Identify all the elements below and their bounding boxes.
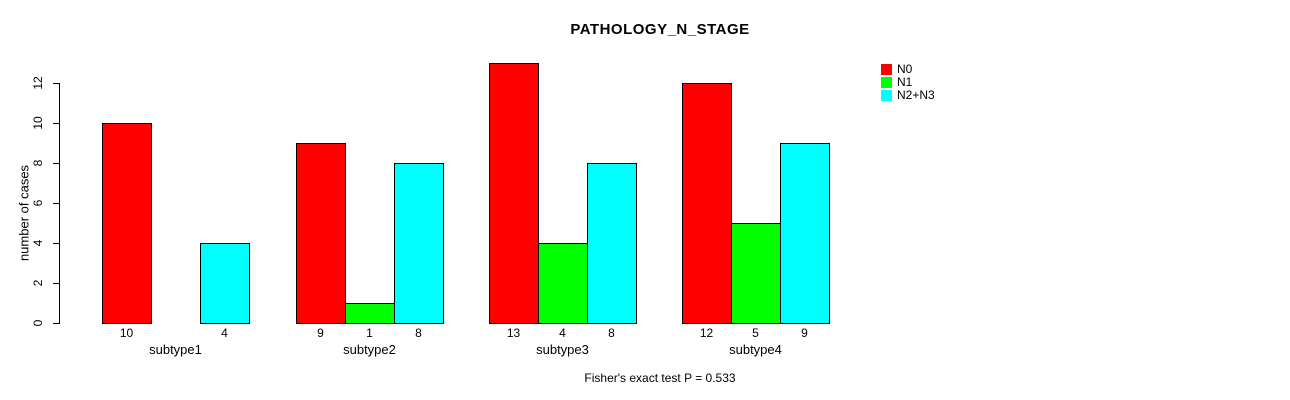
- y-axis-tick: [53, 323, 59, 324]
- bar-n0-subtype3: [489, 63, 539, 324]
- legend-swatch: [881, 77, 892, 88]
- bar-n2-n3-subtype1: [200, 243, 250, 324]
- chart-title: PATHOLOGY_N_STAGE: [570, 21, 750, 38]
- bar-value-label: 8: [415, 326, 422, 340]
- bar-n2-n3-subtype4: [780, 143, 830, 324]
- y-axis-label: number of cases: [16, 164, 32, 262]
- legend: N0 N1 N2+N3: [881, 63, 935, 102]
- bar-n1-subtype3: [538, 243, 588, 324]
- x-category-label-subtype2: subtype2: [343, 342, 396, 357]
- bar-value-label: 9: [317, 326, 324, 340]
- legend-swatch: [881, 90, 892, 101]
- legend-item: N0: [881, 63, 935, 76]
- bar-value-label: 4: [559, 326, 566, 340]
- bar-value-label: 8: [608, 326, 615, 340]
- legend-item-label: N0: [897, 62, 913, 76]
- bar-n1-subtype2: [345, 303, 395, 324]
- bar-value-label: 5: [752, 326, 759, 340]
- y-axis-tick-label: 4: [31, 239, 45, 247]
- bar-n2-n3-subtype2: [394, 163, 444, 324]
- y-axis-line: [59, 83, 60, 324]
- legend-item: N2+N3: [881, 89, 935, 102]
- bar-n1-subtype4: [731, 223, 781, 324]
- y-axis-tick: [53, 243, 59, 244]
- y-axis-tick: [53, 123, 59, 124]
- x-category-label-subtype3: subtype3: [536, 342, 589, 357]
- legend-item: N1: [881, 76, 935, 89]
- bar-n0-subtype1: [102, 123, 152, 324]
- y-axis-tick: [53, 163, 59, 164]
- bar-value-label: 9: [801, 326, 808, 340]
- y-axis-tick-label: 2: [31, 279, 45, 287]
- y-axis-tick-label: 0: [31, 319, 45, 327]
- y-axis-tick: [53, 83, 59, 84]
- y-axis-tick-label: 6: [31, 199, 45, 207]
- bar-n0-subtype2: [296, 143, 346, 324]
- bar-n0-subtype4: [682, 83, 732, 324]
- legend-swatch: [881, 64, 892, 75]
- bar-value-label: 13: [506, 326, 521, 340]
- x-category-label-subtype1: subtype1: [149, 342, 202, 357]
- y-axis-tick-label: 8: [31, 159, 45, 167]
- x-category-label-subtype4: subtype4: [729, 342, 782, 357]
- legend-item-label: N2+N3: [897, 88, 935, 102]
- bar-value-label: 12: [699, 326, 714, 340]
- y-axis-tick-label: 10: [31, 116, 45, 130]
- bar-value-label: 4: [221, 326, 228, 340]
- y-axis-tick: [53, 283, 59, 284]
- legend-item-label: N1: [897, 75, 913, 89]
- bar-value-label: 10: [119, 326, 134, 340]
- y-axis-tick-label: 12: [31, 76, 45, 90]
- caption-fisher-test: Fisher's exact test P = 0.533: [584, 371, 736, 385]
- bar-n2-n3-subtype3: [587, 163, 637, 324]
- y-axis-tick: [53, 203, 59, 204]
- bar-value-label: 1: [366, 326, 373, 340]
